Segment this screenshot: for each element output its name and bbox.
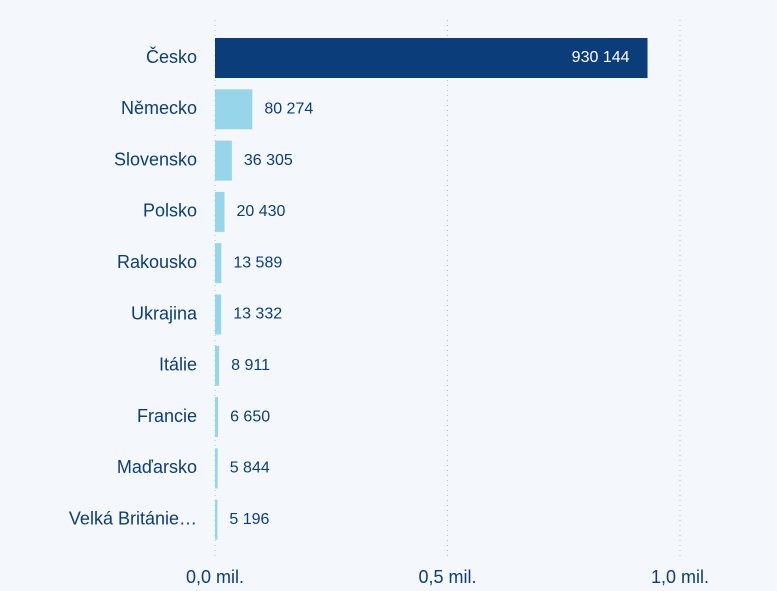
- category-label: Polsko: [143, 201, 197, 221]
- bar: [215, 448, 218, 489]
- bar: [215, 191, 225, 232]
- bar: [215, 89, 253, 130]
- value-label: 5 844: [230, 460, 270, 477]
- bar: [215, 499, 218, 540]
- value-label: 8 911: [231, 357, 270, 374]
- value-label: 36 305: [244, 152, 293, 169]
- x-tick-label: 0,0 mil.: [186, 567, 244, 587]
- category-label: Ukrajina: [131, 303, 198, 323]
- category-label: Německo: [121, 98, 197, 118]
- value-label: 80 274: [264, 101, 313, 118]
- bar: [215, 38, 648, 78]
- category-label: Česko: [146, 46, 197, 67]
- value-label: 5 196: [229, 511, 269, 528]
- value-label: 13 332: [233, 306, 282, 323]
- category-label: Francie: [137, 406, 197, 426]
- value-label: 20 430: [236, 203, 285, 220]
- bar: [215, 345, 220, 386]
- bar: [215, 243, 222, 284]
- bar: [215, 397, 219, 438]
- value-label: 13 589: [233, 254, 282, 271]
- value-label: 6 650: [230, 408, 270, 425]
- bar: [215, 294, 222, 335]
- category-label: Rakousko: [117, 252, 197, 272]
- value-label: 930 144: [572, 49, 630, 66]
- x-tick-label: 1,0 mil.: [651, 567, 709, 587]
- category-label: Slovensko: [114, 149, 197, 169]
- category-label: Maďarsko: [117, 457, 197, 477]
- category-label: Itálie: [159, 355, 197, 375]
- bar: [215, 140, 232, 181]
- category-label: Velká Británie…: [69, 508, 197, 528]
- x-tick-label: 0,5 mil.: [418, 567, 476, 587]
